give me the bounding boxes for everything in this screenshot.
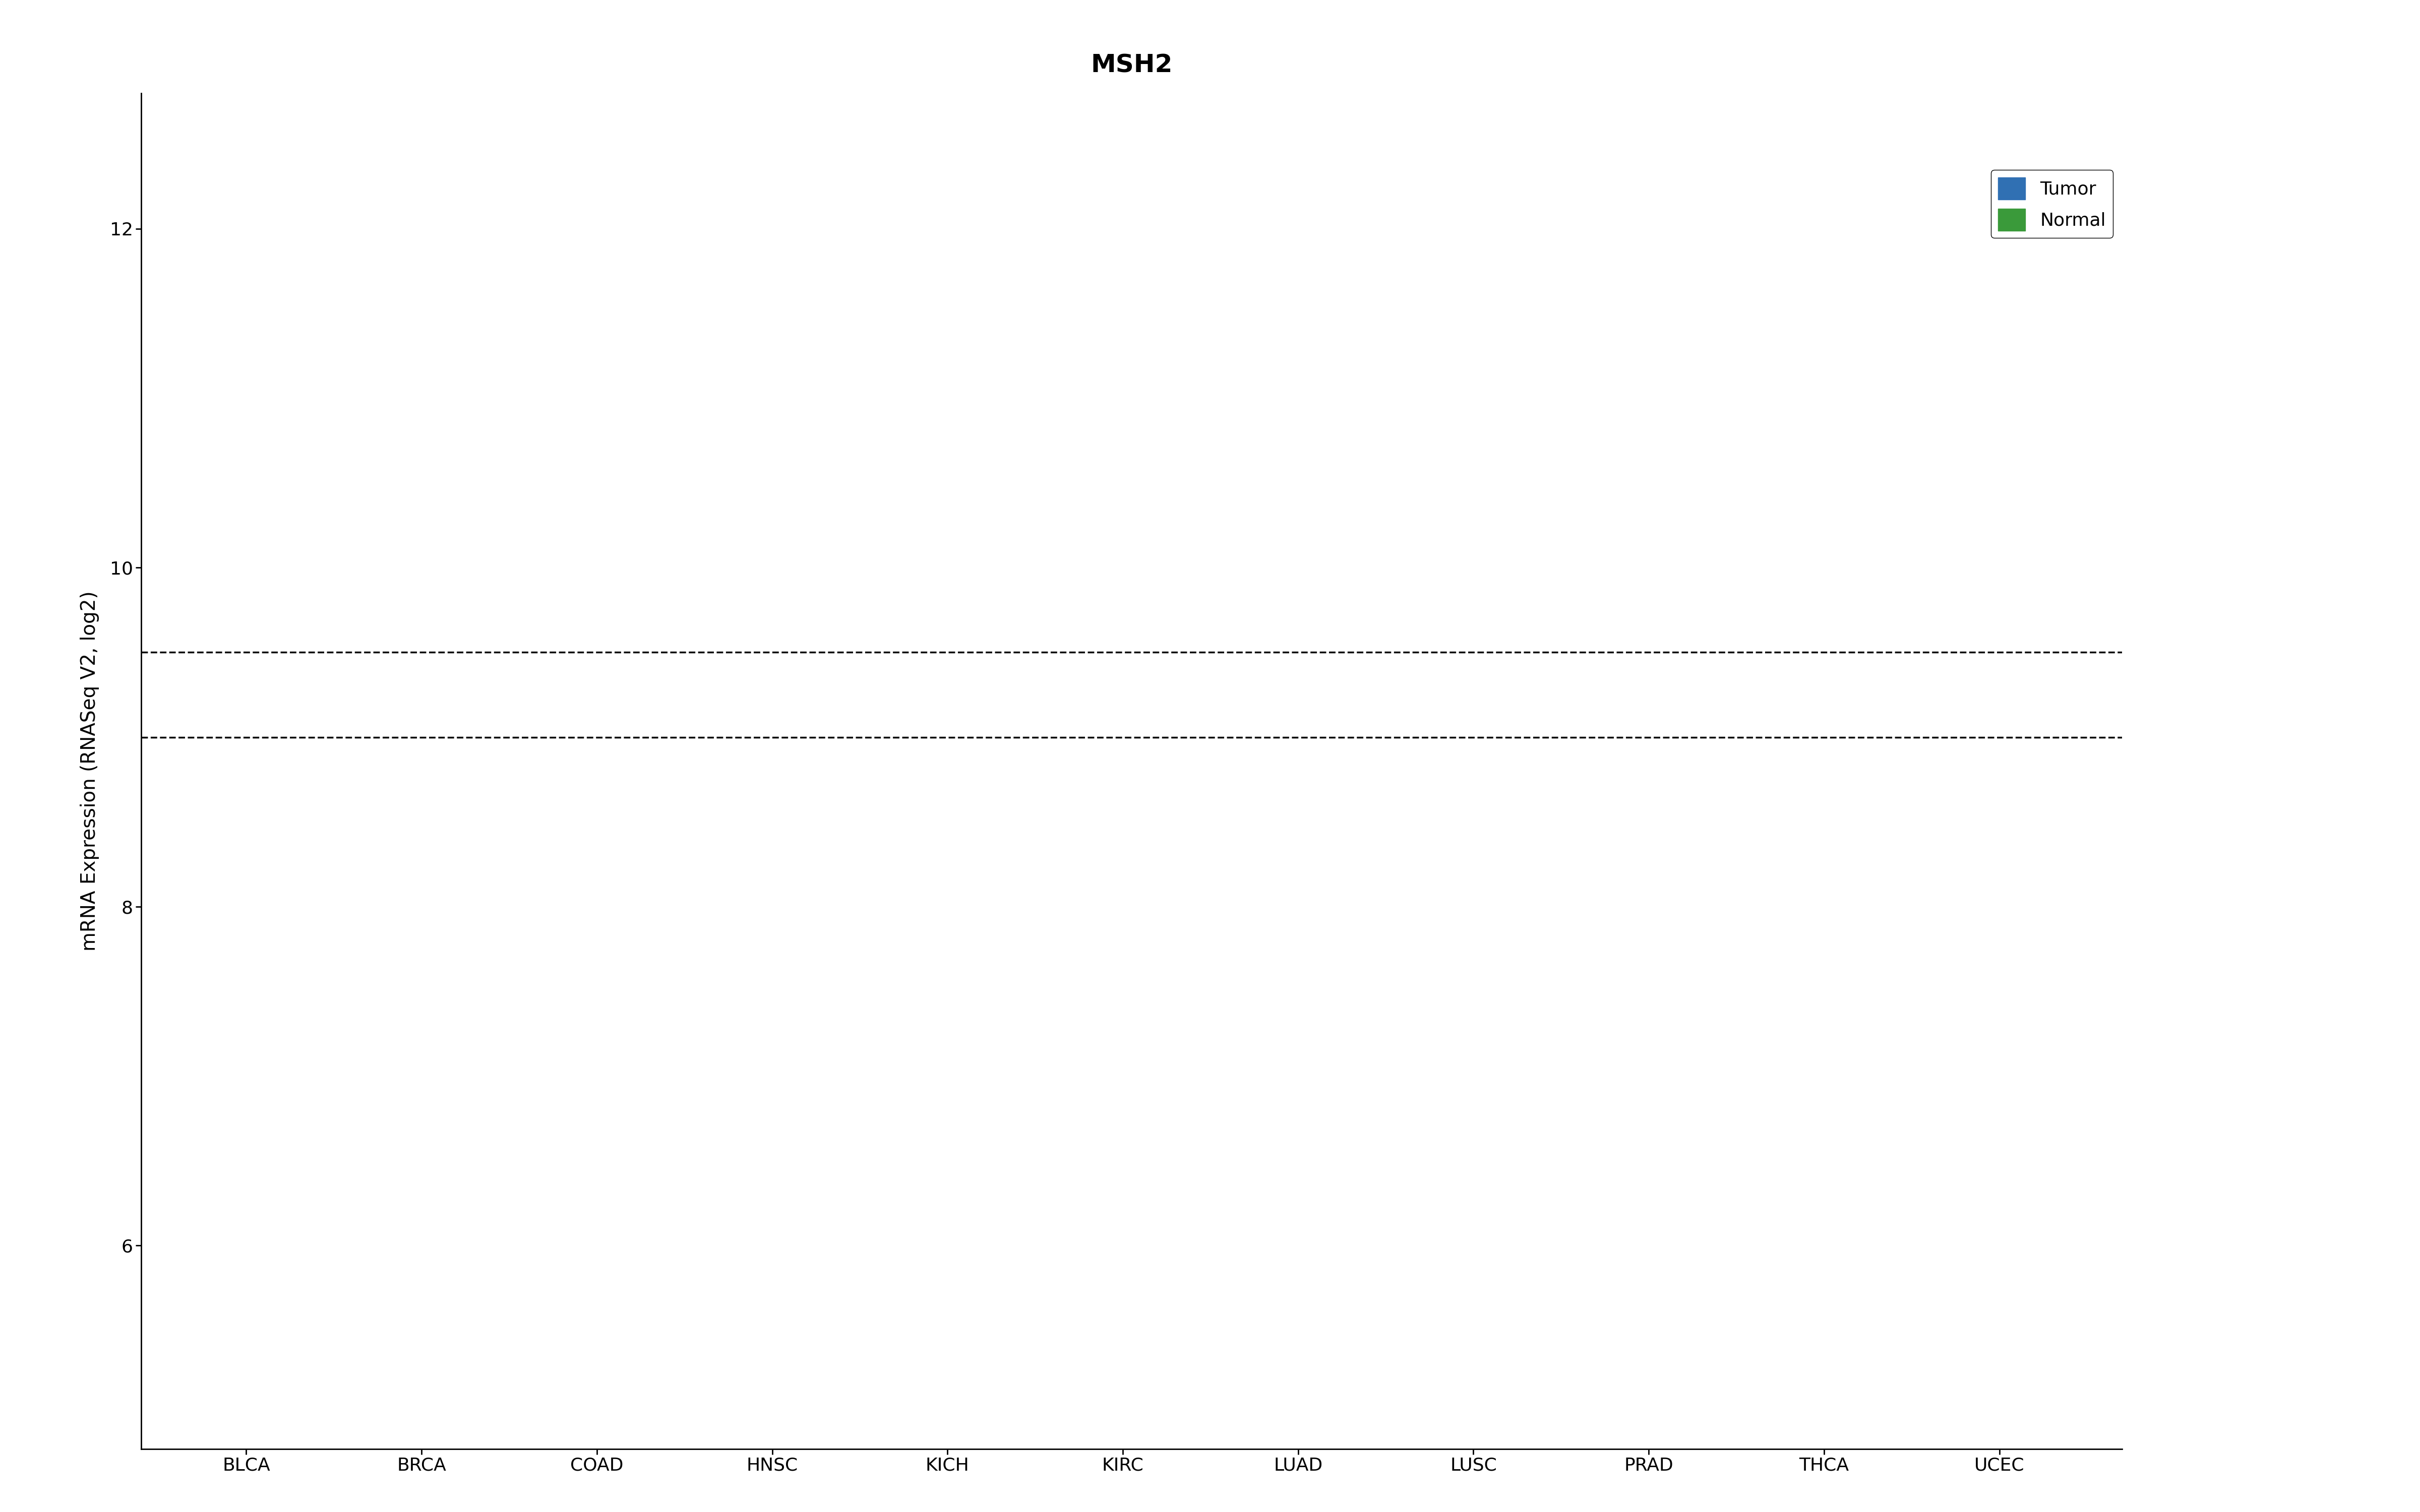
Legend: Tumor, Normal: Tumor, Normal xyxy=(1992,169,2113,237)
Title: MSH2: MSH2 xyxy=(1091,53,1174,77)
Y-axis label: mRNA Expression (RNASeq V2, log2): mRNA Expression (RNASeq V2, log2) xyxy=(80,591,99,951)
